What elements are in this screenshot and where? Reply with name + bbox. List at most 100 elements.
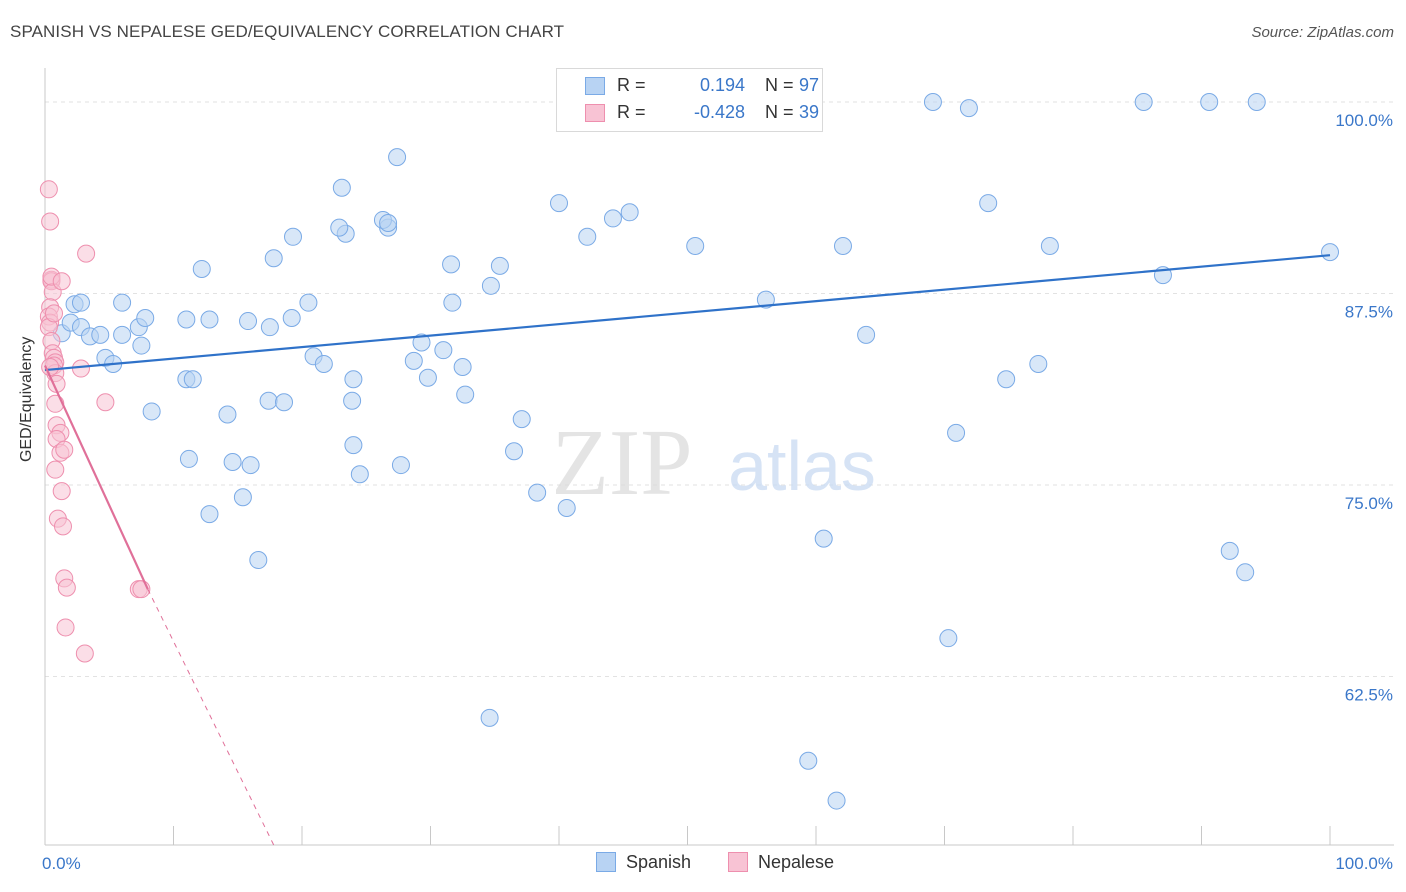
trend-lines <box>44 254 1331 846</box>
spanish-point-52 <box>442 255 461 274</box>
spanish-point-49 <box>404 351 423 370</box>
nepalese-points <box>39 180 151 663</box>
spanish-point-79 <box>857 325 876 344</box>
spanish-point-60 <box>512 410 531 429</box>
spanish-point-34 <box>284 227 303 246</box>
nepalese-point-26 <box>52 482 71 501</box>
legend-spanish-swatch <box>596 852 616 872</box>
spanish-point-22 <box>218 405 237 424</box>
spanish-point-86 <box>1029 354 1048 373</box>
spanish-point-29 <box>239 312 258 331</box>
spanish-point-35 <box>282 308 301 327</box>
spanish-point-93 <box>1200 92 1219 111</box>
nepalese-point-16 <box>46 394 65 413</box>
spanish-point-47 <box>379 214 398 233</box>
nepalese-point-32 <box>75 644 94 663</box>
spanish-point-73 <box>799 751 818 770</box>
spanish-point-62 <box>550 194 568 213</box>
y-axis-label: GED/Equivalency <box>18 336 35 462</box>
spanish-point-23 <box>241 456 260 475</box>
spanish-point-90 <box>1247 92 1266 111</box>
spanish-point-54 <box>434 341 453 360</box>
tick-labels: 62.5% 75.0% 87.5% 100.0% 0.0% 100.0% <box>42 111 1393 873</box>
spanish-point-75 <box>756 290 775 309</box>
spanish-point-61 <box>505 442 524 461</box>
stats-legend: R = 0.194 N = 97 R = -0.428 N = 39 <box>556 68 823 132</box>
spanish-point-56 <box>453 358 472 377</box>
spanish-point-8 <box>91 325 110 344</box>
spanish-point-42 <box>350 465 369 484</box>
spanish-point-84 <box>939 629 958 648</box>
nepalese-point-31 <box>56 618 75 637</box>
nepalese-r-label: R = <box>617 102 646 122</box>
spanish-point-87 <box>1040 236 1059 255</box>
legend-nepalese-label: Nepalese <box>758 852 835 872</box>
y-tick-label-1: 75.0% <box>1345 494 1393 513</box>
spanish-point-32 <box>299 293 318 312</box>
legend-spanish-label: Spanish <box>626 852 692 872</box>
spanish-point-50 <box>412 333 431 352</box>
nepalese-point-24 <box>46 460 65 479</box>
spanish-swatch <box>585 77 605 95</box>
spanish-point-63 <box>528 483 547 502</box>
spanish-point-19 <box>183 370 202 389</box>
spanish-point-89 <box>997 370 1016 389</box>
spanish-point-25 <box>233 488 252 507</box>
y-tick-label-2: 87.5% <box>1345 302 1393 321</box>
gridlines <box>45 101 1394 677</box>
chart-title: SPANISH VS NEPALESE GED/EQUIVALENCY CORR… <box>10 22 565 41</box>
spanish-point-46 <box>388 148 407 167</box>
spanish-point-82 <box>923 92 942 111</box>
spanish-point-14 <box>142 402 161 421</box>
spanish-point-55 <box>456 385 475 404</box>
nepalese-point-38 <box>41 358 60 377</box>
spanish-point-58 <box>490 256 509 275</box>
watermark-atlas: atlas <box>728 427 876 505</box>
nepalese-point-33 <box>71 359 90 378</box>
spanish-points <box>52 92 1339 810</box>
spanish-point-94 <box>1134 92 1153 111</box>
spanish-point-53 <box>443 293 462 312</box>
spanish-point-68 <box>686 236 705 255</box>
nepalese-point-25 <box>55 440 74 459</box>
y-tick-label-3: 100.0% <box>1335 111 1393 130</box>
nepalese-point-0 <box>39 180 58 199</box>
spanish-point-24 <box>249 551 268 570</box>
legend-item-spanish: Spanish <box>596 852 691 873</box>
spanish-point-74 <box>827 791 846 810</box>
spanish-point-51 <box>418 368 437 387</box>
spanish-point-27 <box>259 391 278 410</box>
spanish-r-label: R = <box>617 75 646 95</box>
spanish-point-5 <box>71 293 90 312</box>
nepalese-point-34 <box>77 244 96 263</box>
source-label: Source: ZipAtlas.com <box>1251 24 1394 41</box>
nepalese-point-30 <box>57 578 76 597</box>
axes <box>44 68 1394 846</box>
spanish-point-57 <box>481 276 500 295</box>
x-tick-label-0: 0.0% <box>42 854 81 873</box>
nepalese-point-35 <box>96 393 115 412</box>
nepalese-point-18 <box>44 304 63 323</box>
spanish-point-80 <box>833 236 852 255</box>
spanish-point-41 <box>343 391 362 410</box>
x-tick-label-1: 100.0% <box>1335 854 1393 873</box>
spanish-point-21 <box>200 505 219 524</box>
legend-item-nepalese: Nepalese <box>728 852 834 873</box>
spanish-point-91 <box>1236 563 1255 582</box>
spanish-point-39 <box>330 218 349 237</box>
spanish-point-17 <box>179 449 198 468</box>
spanish-point-37 <box>332 178 351 197</box>
spanish-point-64 <box>578 227 597 246</box>
spanish-point-38 <box>314 354 333 373</box>
spanish-point-26 <box>223 453 242 471</box>
nepalese-point-1 <box>41 212 60 231</box>
watermark-zip: ZIP <box>552 411 693 515</box>
spanish-n-label: N = <box>765 75 794 95</box>
spanish-point-48 <box>391 456 410 475</box>
spanish-point-59 <box>480 708 499 727</box>
spanish-point-16 <box>177 310 196 329</box>
spanish-point-67 <box>603 209 622 228</box>
spanish-point-83 <box>959 99 978 118</box>
spanish-point-18 <box>200 310 219 329</box>
nepalese-point-28 <box>53 517 72 536</box>
